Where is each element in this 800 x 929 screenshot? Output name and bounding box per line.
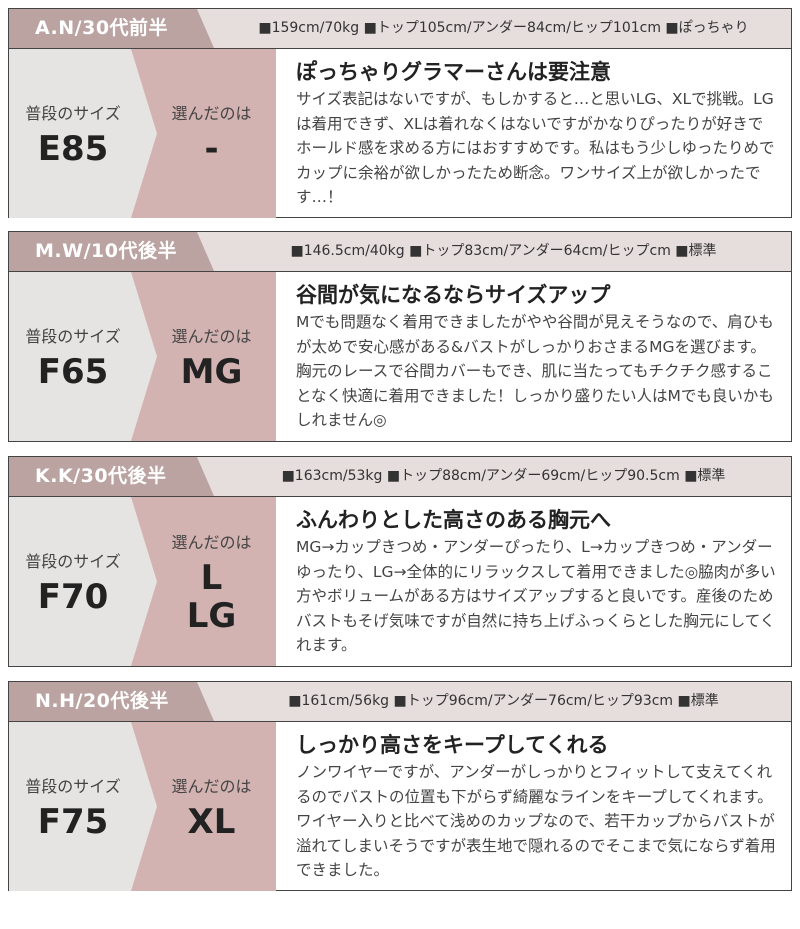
chosen-size-label: 選んだのは [171,326,252,346]
review-description: サイズ表記はないですが、もしかすると…と思いLG、XLで挑戦。LGは着用できず、… [296,90,775,206]
chosen-size-value: L LG [186,557,237,636]
review-header: K.K/30代後半 ■163cm/53kg ■トップ88cm/アンダー69cm/… [9,457,791,497]
usual-size-label: 普段のサイズ [25,551,121,571]
review-title: ふんわりとした高さのある胸元へ [296,508,611,532]
review-text: しっかり高さをキープしてくれる ノンワイヤーですが、アンダーがしっかりとフィット… [296,730,777,883]
review-title: ぽっちゃりグラマーさんは要注意 [296,60,611,84]
chosen-size-label: 選んだのは [171,103,252,123]
usual-size-value: E85 [37,128,109,169]
review-card: A.N/30代前半 ■159cm/70kg ■トップ105cm/アンダー84cm… [8,8,792,218]
usual-size-label: 普段のサイズ [25,103,121,123]
review-description: ノンワイヤーですが、アンダーがしっかりとフィットして支えてくれるのでバストの位置… [296,763,776,879]
review-card: N.H/20代後半 ■161cm/56kg ■トップ96cm/アンダー76cm/… [8,681,792,891]
chosen-size: 選んだのは - [149,49,274,218]
review-description: Mでも問題なく着用できましたがやや谷間が見えそうなので、肩ひもが太めで安心感があ… [296,313,774,429]
usual-size-value: F75 [37,801,109,842]
review-card: K.K/30代後半 ■163cm/53kg ■トップ88cm/アンダー69cm/… [8,456,792,667]
usual-size-label: 普段のサイズ [25,326,121,346]
chosen-size-value: XL [187,801,236,842]
reviewer-name: M.W/10代後半 [9,232,214,271]
usual-size: 普段のサイズ F70 [9,497,137,666]
chosen-size-label: 選んだのは [171,532,252,552]
reviewer-stats: ■159cm/70kg ■トップ105cm/アンダー84cm/ヒップ101cm … [258,20,749,36]
chosen-size: 選んだのは L LG [149,497,274,666]
review-title: しっかり高さをキープしてくれる [296,733,609,757]
usual-size-panel [9,722,157,891]
reviewer-stats: ■161cm/56kg ■トップ96cm/アンダー76cm/ヒップ93cm ■標… [288,693,719,709]
review-text: 谷間が気になるならサイズアップ Mでも問題なく着用できましたがやや谷間が見えそう… [296,280,777,433]
reviewer-stats: ■163cm/53kg ■トップ88cm/アンダー69cm/ヒップ90.5cm … [281,468,726,484]
usual-size-label: 普段のサイズ [25,776,121,796]
chosen-size: 選んだのは MG [149,272,274,441]
review-body: 普段のサイズ F70 選んだのは L LG ふんわりとした高さのある胸元へ MG… [9,497,791,666]
usual-size-panel [9,272,157,441]
usual-size-panel [9,497,157,666]
review-header: N.H/20代後半 ■161cm/56kg ■トップ96cm/アンダー76cm/… [9,682,791,722]
usual-size: 普段のサイズ F65 [9,272,137,441]
review-body: 普段のサイズ F65 選んだのは MG 谷間が気になるならサイズアップ Mでも問… [9,272,791,441]
reviewer-name: K.K/30代後半 [9,457,214,496]
review-body: 普段のサイズ F75 選んだのは XL しっかり高さをキープしてくれる ノンワイ… [9,722,791,891]
review-header: M.W/10代後半 ■146.5cm/40kg ■トップ83cm/アンダー64c… [9,232,791,272]
usual-size: 普段のサイズ E85 [9,49,137,218]
review-body: 普段のサイズ E85 選んだのは - ぽっちゃりグラマーさんは要注意 サイズ表記… [9,49,791,218]
usual-size-value: F65 [37,351,109,392]
chosen-size-value: MG [180,351,243,392]
reviewer-stats: ■146.5cm/40kg ■トップ83cm/アンダー64cm/ヒップcm ■標… [290,243,717,259]
chosen-size: 選んだのは XL [149,722,274,891]
reviewer-name: A.N/30代前半 [9,9,214,48]
usual-size-panel [9,49,157,218]
review-description: MG→カップきつめ・アンダーぴったり、L→カップきつめ・アンダーゆったり、LG→… [296,538,776,654]
review-text: ふんわりとした高さのある胸元へ MG→カップきつめ・アンダーぴったり、L→カップ… [296,505,777,658]
chosen-size-label: 選んだのは [171,776,252,796]
reviewer-name: N.H/20代後半 [9,682,214,721]
review-title: 谷間が気になるならサイズアップ [296,283,611,307]
review-header: A.N/30代前半 ■159cm/70kg ■トップ105cm/アンダー84cm… [9,9,791,49]
usual-size: 普段のサイズ F75 [9,722,137,891]
review-card: M.W/10代後半 ■146.5cm/40kg ■トップ83cm/アンダー64c… [8,231,792,442]
usual-size-value: F70 [37,576,109,617]
review-text: ぽっちゃりグラマーさんは要注意 サイズ表記はないですが、もしかすると…と思いLG… [296,57,777,210]
chosen-size-value: - [204,128,219,169]
